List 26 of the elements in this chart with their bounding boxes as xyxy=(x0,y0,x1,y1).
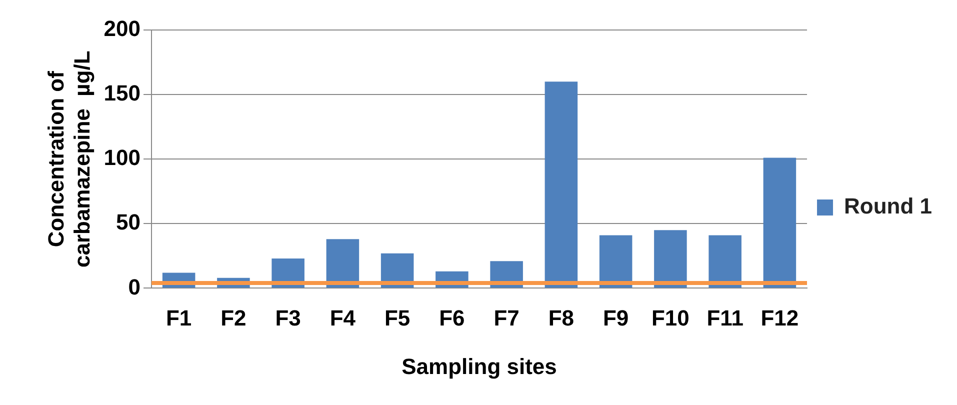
x-tick-label: F4 xyxy=(330,305,356,330)
bar xyxy=(654,230,687,288)
x-tick-label: F6 xyxy=(439,305,465,330)
y-tick-label: 200 xyxy=(104,16,141,42)
y-tick-label: 150 xyxy=(104,80,141,106)
x-axis-title: Sampling sites xyxy=(402,354,557,379)
bar xyxy=(708,235,742,288)
bar xyxy=(763,158,796,288)
x-tick-label: F8 xyxy=(548,305,574,330)
bar xyxy=(326,239,360,288)
x-tick-label: F1 xyxy=(166,305,192,330)
bar xyxy=(544,82,578,288)
x-tick-label: F3 xyxy=(275,305,301,330)
x-tick-label: F11 xyxy=(706,305,744,330)
x-tick-label: F12 xyxy=(760,305,799,330)
x-tick-label: F2 xyxy=(220,305,246,330)
y-tick-label: 100 xyxy=(104,145,141,170)
x-tick-label: F7 xyxy=(494,305,520,330)
legend-label: Round 1 xyxy=(844,194,932,219)
x-tick-label: F5 xyxy=(384,305,410,330)
x-tick-label: F10 xyxy=(651,305,690,330)
bar xyxy=(599,235,632,288)
y-tick-label: 50 xyxy=(116,210,141,235)
y-tick-label: 0 xyxy=(128,274,141,300)
x-tick-label: F9 xyxy=(602,305,629,330)
y-axis-title: Concentration of carbamazepine µg/L xyxy=(43,50,95,268)
